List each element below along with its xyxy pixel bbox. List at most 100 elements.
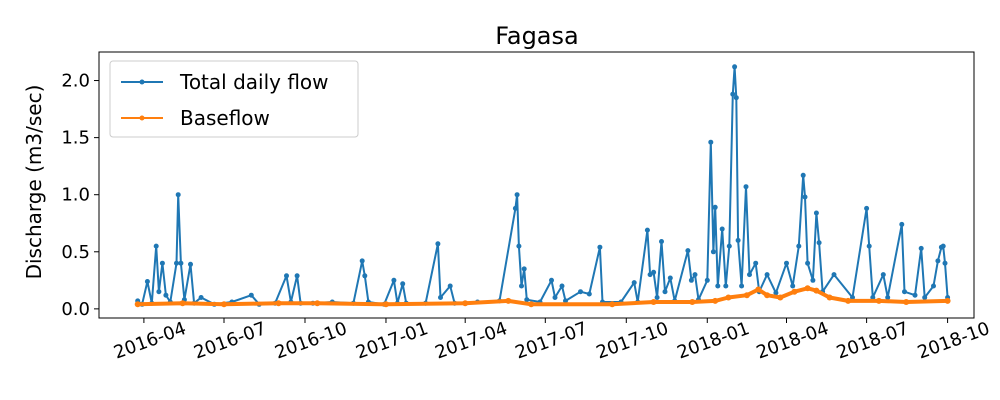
- y-tick-label: 1.5: [61, 128, 90, 149]
- total-flow-point: [735, 237, 741, 243]
- baseflow-point: [944, 297, 951, 304]
- total-flow-point: [800, 172, 806, 178]
- total-flow-point: [159, 260, 165, 266]
- total-flow-point: [659, 239, 664, 244]
- total-flow-point: [708, 139, 714, 145]
- total-flow-point: [747, 272, 752, 278]
- total-flow-point: [519, 283, 524, 289]
- total-flow-point: [563, 298, 568, 304]
- baseflow-point: [764, 292, 771, 299]
- total-flow-point: [524, 297, 530, 303]
- total-flow-point: [784, 260, 789, 266]
- total-flow-point: [516, 243, 522, 249]
- total-flow-point: [514, 192, 520, 198]
- total-flow-point: [712, 204, 718, 210]
- total-flow-point: [644, 227, 650, 233]
- total-flow-point: [156, 289, 162, 295]
- total-flow-point: [816, 240, 822, 246]
- total-flow-point: [248, 292, 254, 298]
- baseflow-point: [275, 300, 282, 307]
- total-flow-point: [733, 95, 739, 101]
- total-flow-point: [885, 295, 891, 300]
- baseflow-point: [813, 287, 820, 294]
- baseflow-point: [462, 300, 469, 307]
- total-flow-point: [359, 258, 365, 264]
- y-axis-label: Discharge (m3/sec): [22, 85, 46, 280]
- total-flow-point: [931, 283, 936, 289]
- total-flow-point: [743, 184, 749, 190]
- legend-label: Total daily flow: [179, 70, 329, 94]
- total-flow-point: [400, 281, 406, 287]
- total-flow-point: [294, 273, 300, 279]
- total-flow-point: [899, 221, 905, 227]
- baseflow-point: [609, 301, 616, 308]
- baseflow-point: [528, 301, 535, 308]
- total-flow-point: [651, 269, 657, 275]
- total-flow-point: [902, 289, 907, 295]
- y-tick-label: 0.5: [61, 242, 90, 263]
- total-flow-point: [144, 279, 150, 284]
- total-flow-point: [704, 277, 710, 283]
- total-flow-point: [732, 64, 738, 70]
- baseflow-point: [804, 285, 811, 292]
- total-flow-point: [710, 249, 716, 255]
- y-tick-label: 0.0: [61, 299, 90, 320]
- total-flow-point: [692, 272, 698, 278]
- legend-label: Baseflow: [180, 106, 270, 130]
- total-flow-point: [918, 245, 924, 251]
- total-flow-point: [438, 295, 443, 300]
- baseflow-point: [689, 299, 696, 305]
- baseflow-point: [875, 297, 882, 304]
- total-flow-point: [631, 280, 637, 286]
- y-tick-label: 1.0: [61, 185, 90, 206]
- total-flow-point: [559, 283, 565, 289]
- total-flow-point: [880, 272, 886, 278]
- total-flow-point: [521, 266, 527, 272]
- total-flow-point: [447, 283, 453, 289]
- baseflow-point: [383, 301, 389, 308]
- total-flow-point: [870, 295, 876, 300]
- baseflow-point: [743, 292, 750, 299]
- total-flow-point: [362, 273, 368, 279]
- total-flow-point: [866, 243, 872, 249]
- total-flow-point: [790, 283, 796, 289]
- baseflow-point: [221, 301, 227, 308]
- baseflow-point: [650, 299, 657, 305]
- total-flow-point: [864, 205, 870, 211]
- total-flow-point: [850, 295, 855, 300]
- legend-swatch-marker: [139, 79, 145, 85]
- total-flow-point: [153, 243, 159, 249]
- baseflow-point: [725, 294, 732, 301]
- baseflow-point: [791, 288, 798, 295]
- total-flow-point: [688, 277, 694, 283]
- total-flow-point: [597, 244, 603, 250]
- total-flow-point: [802, 194, 808, 200]
- chart-title: Fagasa: [495, 22, 578, 50]
- total-flow-point: [685, 248, 691, 254]
- total-flow-point: [942, 260, 948, 266]
- total-flow-point: [935, 258, 941, 264]
- total-flow-point: [163, 292, 169, 298]
- total-flow-point: [667, 275, 673, 281]
- total-flow-point: [188, 261, 193, 267]
- total-flow-point: [810, 277, 816, 283]
- total-flow-point: [912, 292, 918, 298]
- total-flow-point: [175, 192, 181, 198]
- total-flow-point: [435, 241, 441, 247]
- baseflow-point: [134, 301, 141, 308]
- total-flow-point: [512, 205, 518, 211]
- total-flow-point: [284, 273, 289, 279]
- baseflow-point: [903, 299, 910, 305]
- legend-swatch-marker: [139, 115, 145, 121]
- baseflow-point: [314, 300, 321, 307]
- total-flow-point: [578, 289, 583, 295]
- baseflow-point: [712, 297, 719, 304]
- total-flow-point: [391, 277, 397, 283]
- baseflow-point: [505, 297, 512, 304]
- total-flow-point: [726, 243, 732, 249]
- total-flow-point: [805, 260, 811, 266]
- total-flow-point: [723, 283, 729, 289]
- total-flow-point: [940, 243, 946, 249]
- y-tick-label: 2.0: [61, 71, 90, 92]
